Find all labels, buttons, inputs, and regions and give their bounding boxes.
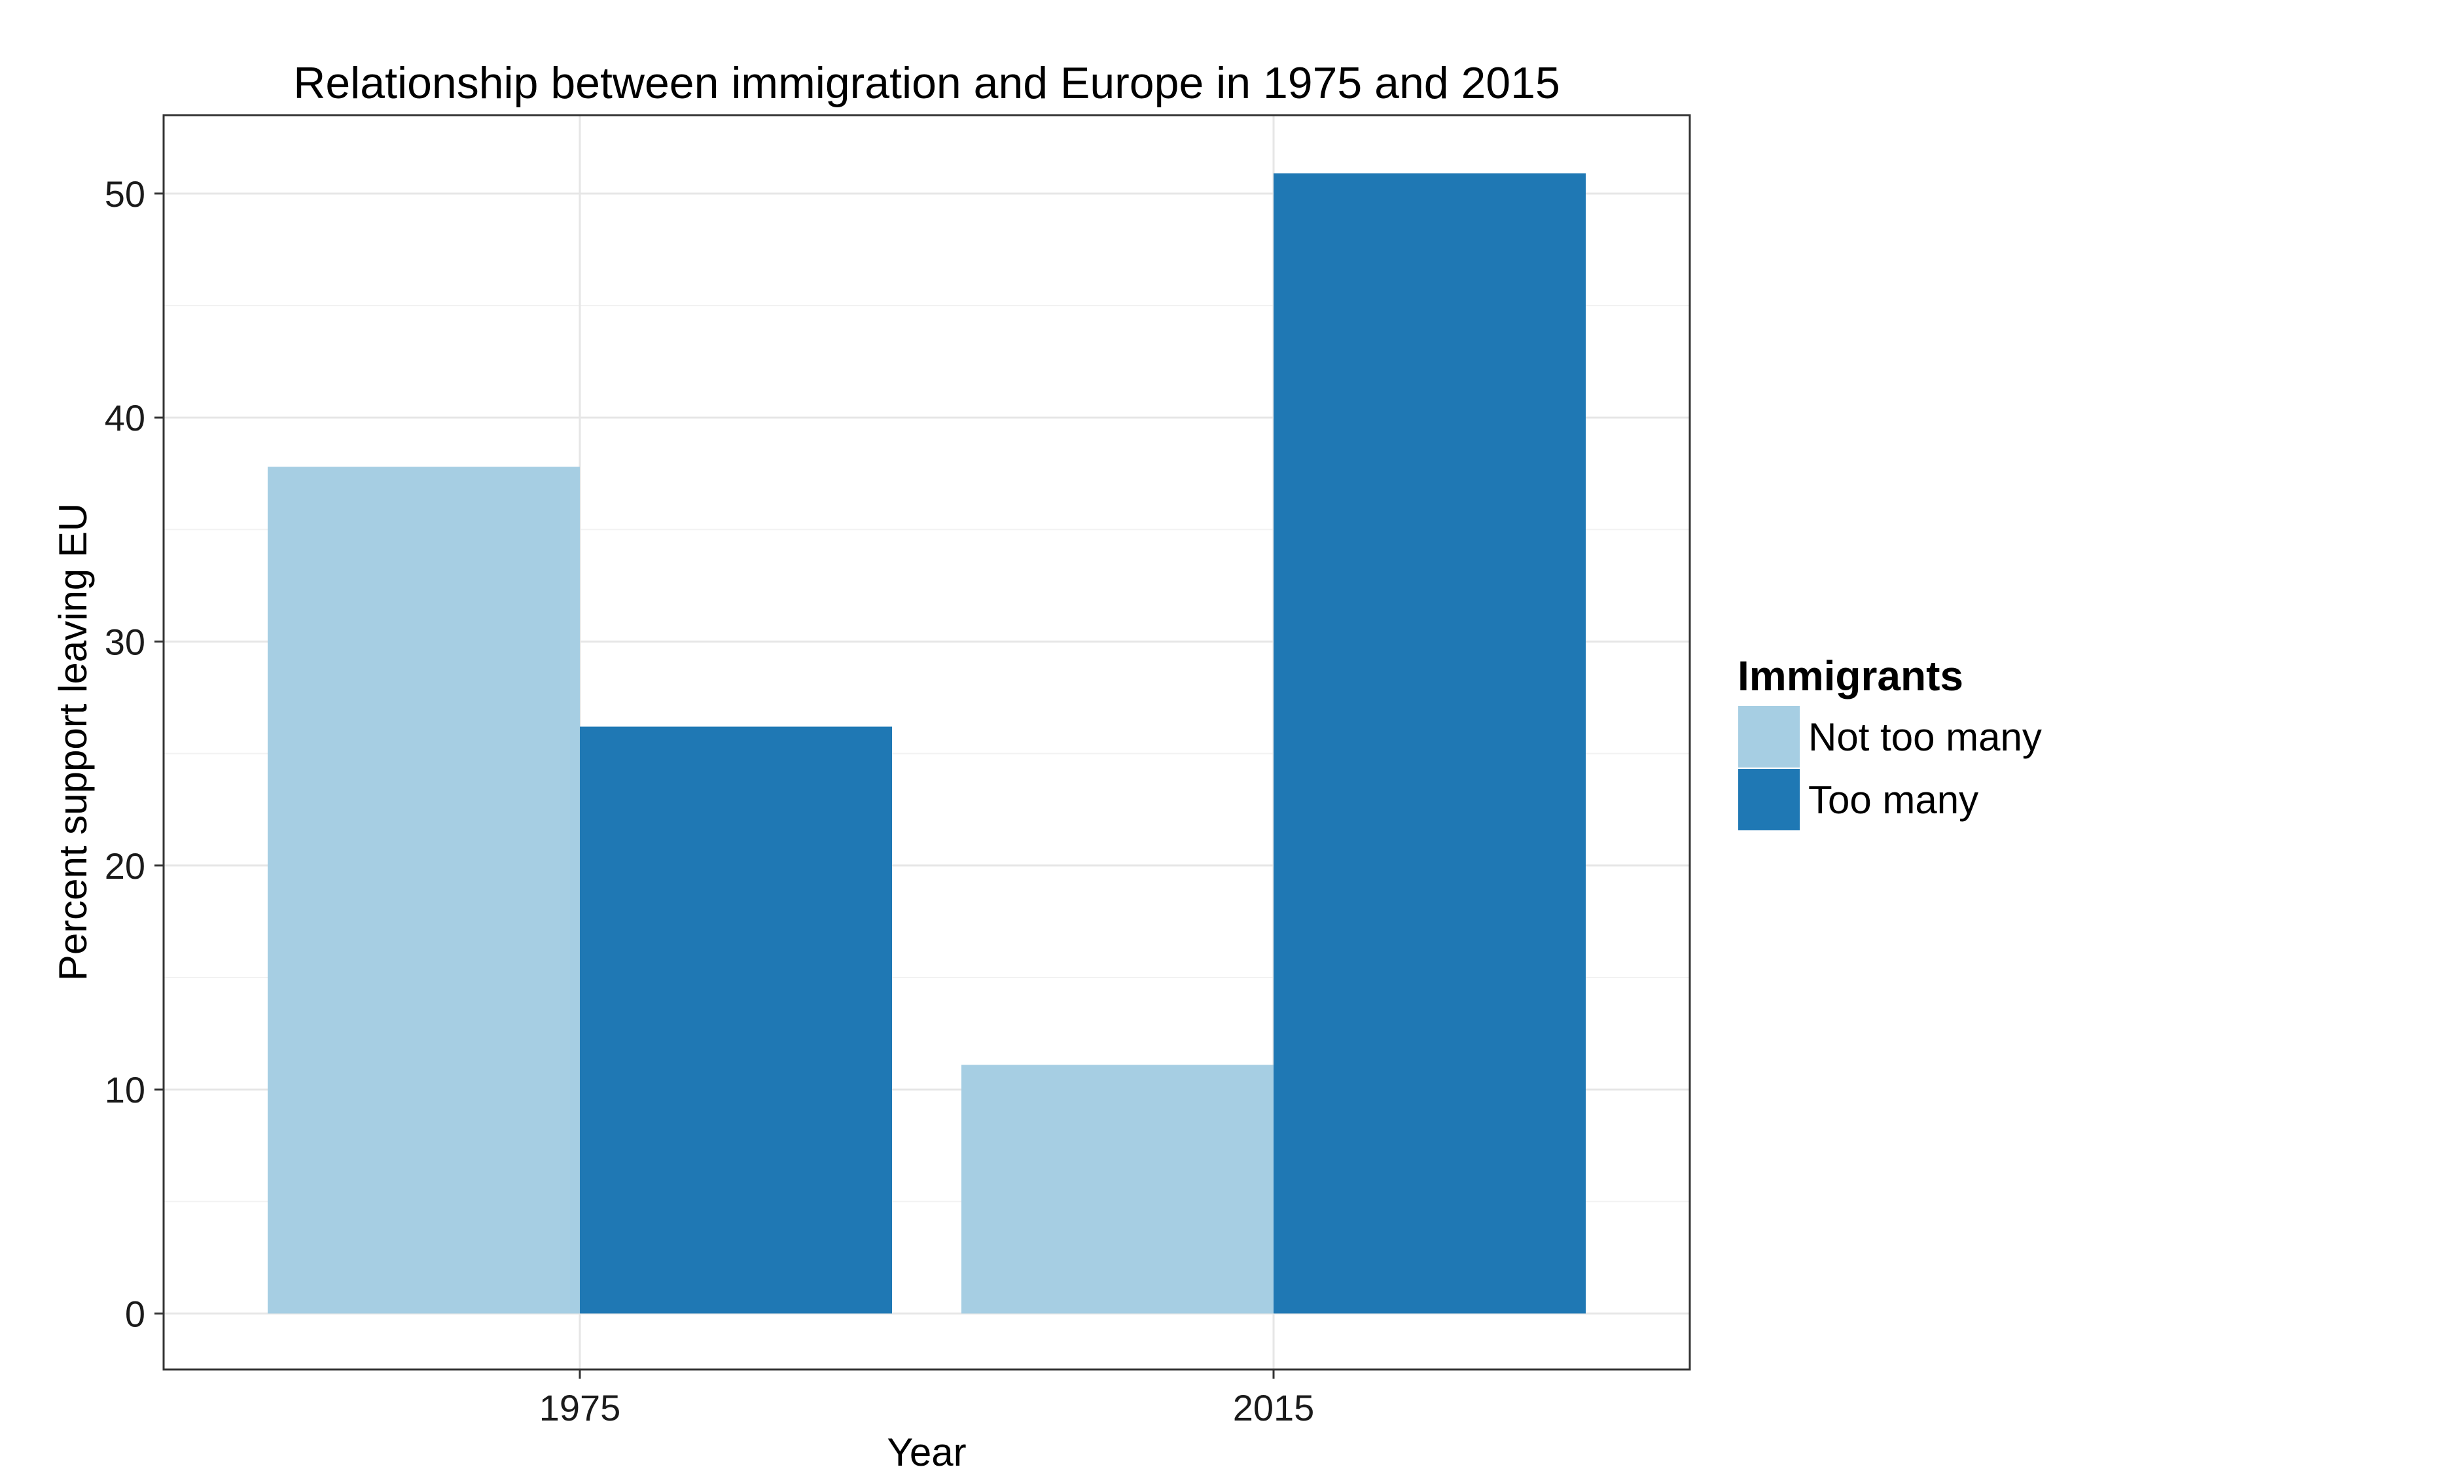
x-axis-title: Year xyxy=(887,1430,966,1474)
bar-1975-too-many xyxy=(580,726,892,1314)
y-tick-label: 30 xyxy=(105,621,145,662)
panel-border xyxy=(162,114,1691,1371)
bar-2015-too-many xyxy=(1274,173,1586,1314)
y-tick-label: 10 xyxy=(105,1069,145,1110)
bar-2015-not-too-many xyxy=(961,1065,1274,1314)
legend: Immigrants Not too many Too many xyxy=(1737,652,2042,832)
legend-title: Immigrants xyxy=(1738,652,1963,699)
x-tick-label: 1975 xyxy=(539,1387,621,1428)
bars xyxy=(268,173,1586,1314)
y-tick-label: 40 xyxy=(105,397,145,438)
y-tick-label: 0 xyxy=(125,1293,145,1334)
chart-title: Relationship between immigration and Eur… xyxy=(293,58,1560,108)
legend-key-not-too-many xyxy=(1737,705,1801,769)
legend-label: Too many xyxy=(1808,778,1978,822)
legend-items: Not too many Too many xyxy=(1737,705,2042,832)
legend-key-too-many xyxy=(1737,768,1801,832)
legend-label: Not too many xyxy=(1808,715,2042,759)
y-axis: 0 10 20 30 40 50 xyxy=(105,173,164,1334)
y-axis-title: Percent support leaving EU xyxy=(51,503,95,981)
y-tick-label: 50 xyxy=(105,173,145,215)
x-tick-label: 2015 xyxy=(1233,1387,1315,1428)
x-axis: 1975 2015 xyxy=(539,1369,1315,1428)
y-tick-label: 20 xyxy=(105,845,145,887)
bar-1975-not-too-many xyxy=(268,467,580,1314)
